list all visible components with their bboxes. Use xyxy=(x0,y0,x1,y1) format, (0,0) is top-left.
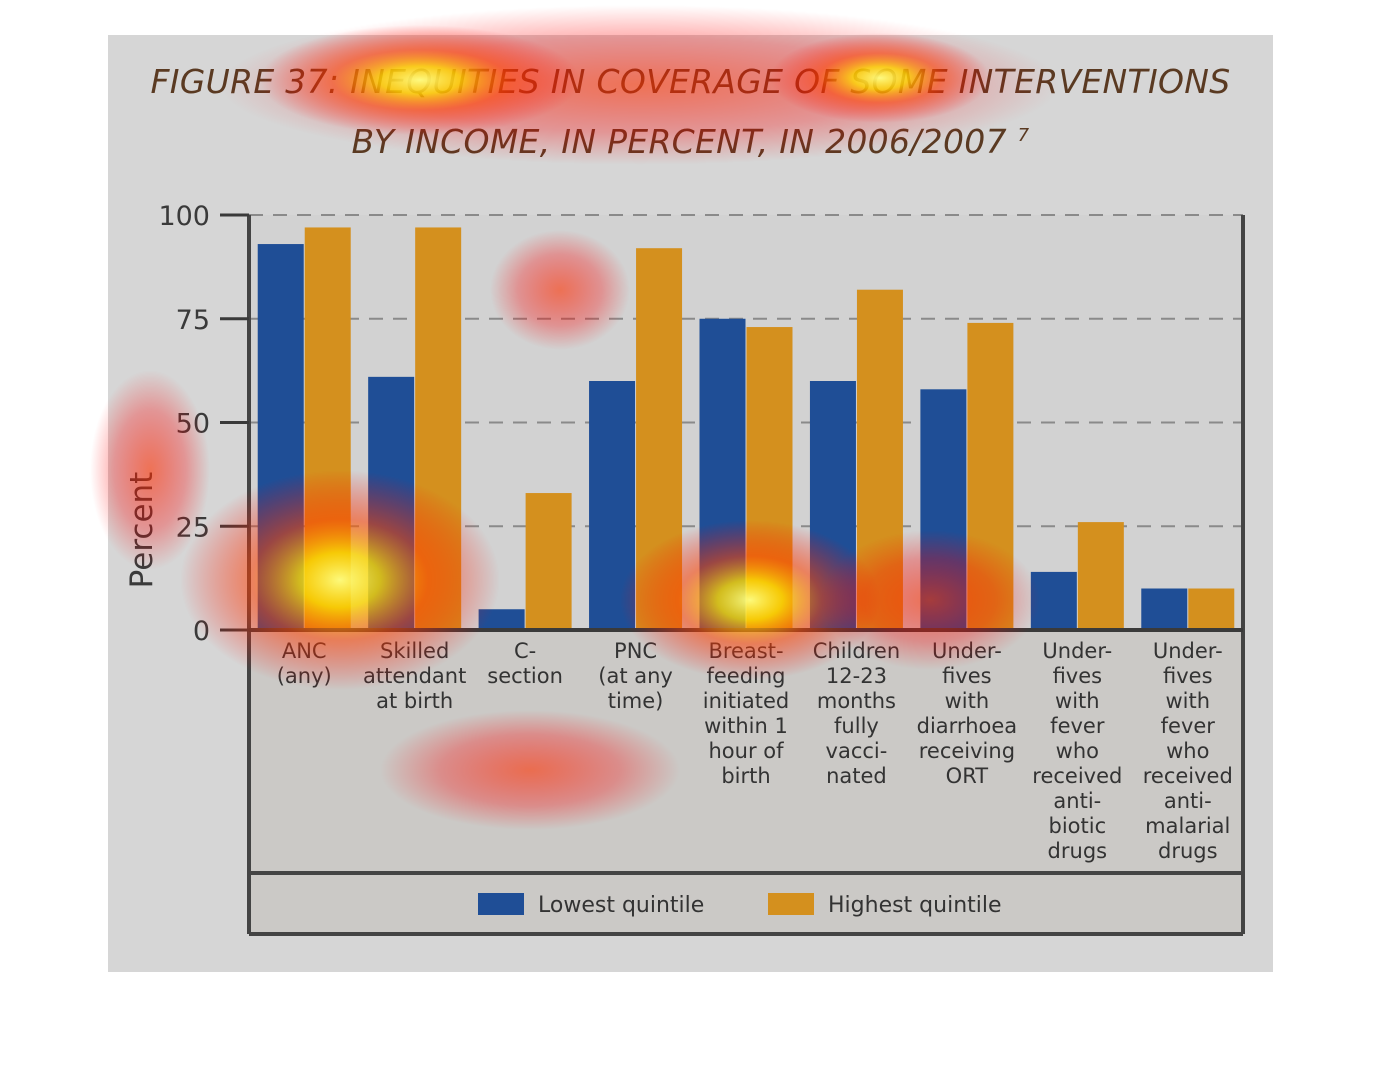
category-label-line: biotic xyxy=(1049,814,1107,838)
bar xyxy=(257,244,304,631)
bar xyxy=(967,322,1014,630)
bar xyxy=(746,327,793,630)
category-label-line: drugs xyxy=(1048,839,1108,863)
category-label: Under-fives with fever who received anti-mala… xyxy=(1143,639,1233,863)
bar xyxy=(699,318,746,630)
category-label-line: months xyxy=(817,689,896,713)
y-tick-label: 50 xyxy=(176,409,210,440)
category-label-line: received xyxy=(1032,764,1122,788)
category-label-line: anti- xyxy=(1053,789,1101,813)
category-label-line: Breast- xyxy=(708,639,783,663)
bar xyxy=(856,289,903,630)
category-label-line: with xyxy=(945,689,990,713)
category-label-line: (at any xyxy=(598,664,673,688)
category-label-line: with xyxy=(1055,689,1100,713)
category-label-line: fives xyxy=(942,664,992,688)
category-label-line: (any) xyxy=(277,664,332,688)
category-label-line: drugs xyxy=(1158,839,1218,863)
bar xyxy=(415,227,462,630)
y-axis-label: Percent xyxy=(124,472,160,589)
category-label-line: Under- xyxy=(932,639,1002,663)
category-label-line: diarrhoea xyxy=(917,714,1018,738)
category-label-line: birth xyxy=(721,764,770,788)
bar xyxy=(1077,522,1124,630)
bar xyxy=(1141,588,1188,630)
category-label-line: initiated xyxy=(703,689,789,713)
category-label-line: Under- xyxy=(1042,639,1112,663)
y-tick-label: 25 xyxy=(176,512,210,543)
legend: Lowest quintile Highest quintile xyxy=(478,893,1002,918)
bar xyxy=(478,609,525,630)
category-label-line: at birth xyxy=(376,689,453,713)
bar xyxy=(304,227,351,630)
category-label-line: ANC xyxy=(282,639,327,663)
legend-swatch xyxy=(768,893,814,915)
category-label-line: Children xyxy=(813,639,900,663)
category-label-line: malarial xyxy=(1145,814,1230,838)
category-label-line: hour of xyxy=(708,739,784,763)
category-label-line: PNC xyxy=(614,639,657,663)
category-label-line: feeding xyxy=(706,664,785,688)
legend-swatch xyxy=(478,893,524,915)
category-label-line: fever xyxy=(1050,714,1105,738)
category-label-line: ORT xyxy=(946,764,989,788)
y-axis-ticks: 0 25 50 75 100 xyxy=(158,201,249,647)
category-label-line: who xyxy=(1166,739,1209,763)
category-label-line: fives xyxy=(1163,664,1213,688)
category-label-line: time) xyxy=(608,689,664,713)
bar xyxy=(589,381,636,630)
category-label-line: vacci- xyxy=(826,739,888,763)
bar xyxy=(636,248,683,630)
category-label-line: 12-23 xyxy=(826,664,887,688)
legend-label: Highest quintile xyxy=(828,893,1002,918)
category-label-line: received xyxy=(1143,764,1233,788)
y-tick-label: 75 xyxy=(176,305,210,336)
category-label-line: Under- xyxy=(1153,639,1223,663)
category-label-line: attendant xyxy=(363,664,466,688)
category-label-line: fever xyxy=(1161,714,1216,738)
category-label-line: C- xyxy=(514,639,536,663)
category-label-line: receiving xyxy=(919,739,1015,763)
category-label-line: section xyxy=(487,664,563,688)
bar xyxy=(1188,588,1235,630)
category-label-line: within 1 xyxy=(704,714,788,738)
category-label-line: anti- xyxy=(1164,789,1212,813)
bar xyxy=(525,493,572,630)
category-label-line: with xyxy=(1165,689,1210,713)
bar xyxy=(920,389,967,630)
category-label-line: who xyxy=(1056,739,1099,763)
category-label-line: Skilled xyxy=(380,639,449,663)
category-label-line: nated xyxy=(826,764,887,788)
category-label-line: fives xyxy=(1053,664,1103,688)
bar xyxy=(809,381,856,630)
category-label: Under-fives with fever who received anti-biot… xyxy=(1032,639,1122,863)
legend-label: Lowest quintile xyxy=(538,893,704,918)
bar xyxy=(368,376,415,630)
y-tick-label: 100 xyxy=(158,201,210,232)
category-label: ANC (any) xyxy=(277,639,332,688)
y-tick-label: 0 xyxy=(193,616,210,647)
bar xyxy=(1030,571,1077,630)
category-label-line: fully xyxy=(834,714,879,738)
